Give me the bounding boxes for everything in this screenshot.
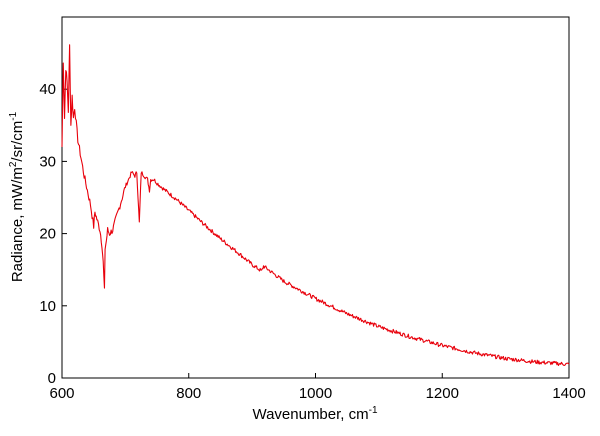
y-tick-label: 10 [39, 298, 56, 315]
x-tick-label: 1000 [299, 385, 332, 402]
y-axis-label: Radiance, mW/m2/sr/cm-1 [8, 111, 26, 282]
radiance-series-line [61, 44, 570, 367]
y-tick-label: 0 [48, 370, 56, 387]
y-axis-label-sup-1: 2 [8, 161, 19, 167]
y-tick-label: 30 [39, 153, 56, 170]
y-tick-label: 20 [39, 226, 56, 243]
y-tick-label: 40 [39, 81, 56, 98]
x-tick-label: 1200 [426, 385, 459, 402]
x-tick-label: 800 [176, 385, 201, 402]
x-axis-label-superscript: -1 [369, 405, 378, 416]
x-axis-label: Wavenumber, cm-1 [252, 405, 377, 423]
x-axis: 600 800 1000 1200 1400 [49, 373, 586, 402]
x-tick-label: 600 [49, 385, 74, 402]
y-axis: 0 10 20 30 40 [39, 81, 67, 387]
y-axis-label-sup-2: -1 [8, 111, 19, 120]
x-tick-label: 1400 [552, 385, 585, 402]
y-axis-label-part-1: Radiance, mW/m [9, 167, 26, 282]
y-axis-label-part-2: /sr/cm [9, 121, 26, 162]
